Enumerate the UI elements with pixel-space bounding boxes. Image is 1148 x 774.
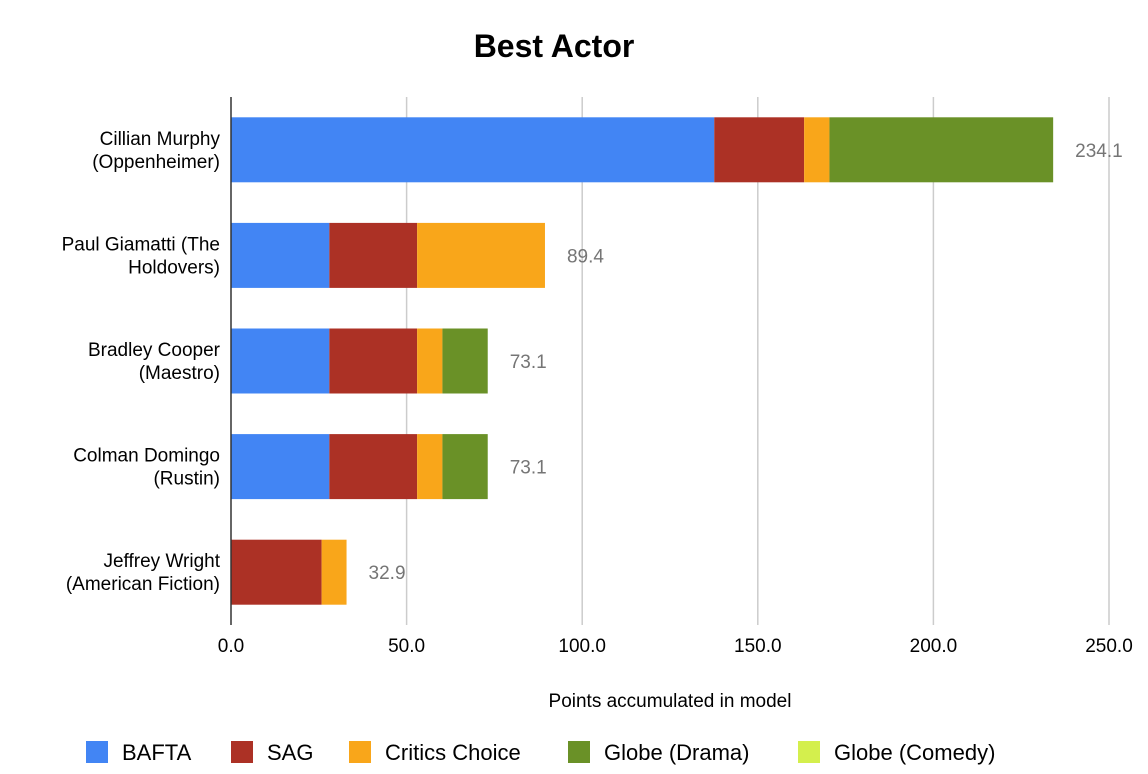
category-label: (American Fiction) [66,574,220,595]
total-label: 73.1 [510,458,547,479]
x-tick-label: 0.0 [218,636,244,657]
x-axis-title: Points accumulated in model [549,691,792,712]
category-labels: Cillian Murphy(Oppenheimer) Paul Giamatti… [62,129,221,595]
bar-segment [442,328,488,394]
total-labels: 234.1 89.4 73.1 73.1 32.9 [369,141,1123,584]
x-tick-label: 150.0 [734,636,782,657]
x-tick-labels: 0.0 50.0 100.0 150.0 200.0 250.0 [218,636,1133,657]
total-label: 234.1 [1075,141,1123,162]
bar-segment [321,539,347,605]
total-label: 73.1 [510,352,547,373]
category-label: Colman Domingo [73,446,220,467]
category-label: Jeffrey Wright [103,551,220,572]
category-label: Holdovers) [128,257,220,278]
total-label: 32.9 [369,563,406,584]
legend-swatch [349,741,371,763]
category-label: Cillian Murphy [100,129,221,150]
total-label: 89.4 [567,246,604,267]
gridlines [405,97,1110,625]
legend-label: Critics Choice [385,740,521,765]
x-tick-label: 200.0 [910,636,958,657]
bar-segment [829,117,1054,183]
bar-segment [231,222,330,288]
category-label: (Maestro) [139,363,220,384]
bar-segment [804,117,830,183]
bar-segment [417,222,545,288]
x-tick-label: 100.0 [558,636,606,657]
bar-segment [442,434,488,500]
bar-segment [417,434,443,500]
category-label: Bradley Cooper [88,340,221,361]
bar-segment [231,539,322,605]
legend-label: Globe (Drama) [604,740,749,765]
legend-swatch [798,741,820,763]
category-label: Paul Giamatti (The [62,234,220,255]
category-label: (Oppenheimer) [92,152,220,173]
x-tick-label: 250.0 [1085,636,1133,657]
legend-swatch [231,741,253,763]
bar-segment [329,222,418,288]
bar-segment [231,328,330,394]
bar-segment [329,328,418,394]
chart-title: Best Actor [473,28,635,64]
legend-swatch [86,741,108,763]
legend-label: BAFTA [122,740,192,765]
bar-segment [714,117,805,183]
legend-label: SAG [267,740,313,765]
legend-label: Globe (Comedy) [834,740,995,765]
bar-segment [231,117,715,183]
category-label: (Rustin) [153,469,220,490]
legend: BAFTA SAG Critics Choice Globe (Drama) Globe… [86,740,995,765]
bar-segment [417,328,443,394]
bars [231,117,1054,605]
bar-segment [329,434,418,500]
legend-swatch [568,741,590,763]
x-tick-label: 50.0 [388,636,425,657]
bar-segment [231,434,330,500]
